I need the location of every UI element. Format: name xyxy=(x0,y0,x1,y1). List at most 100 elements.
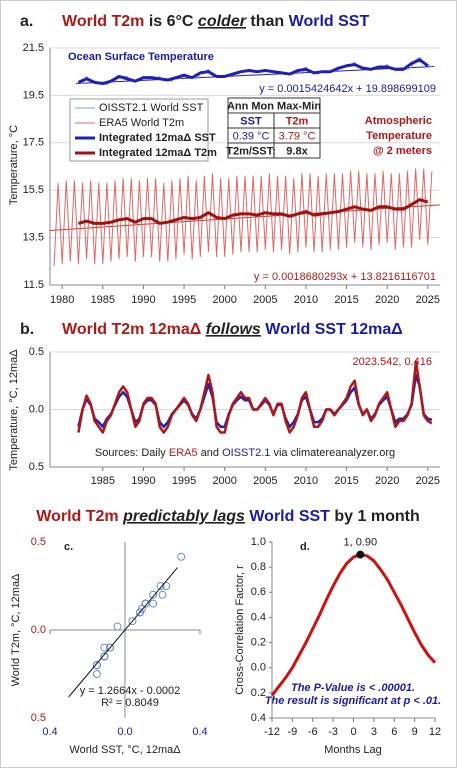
legend-label: OISST2.1 World SST xyxy=(99,102,204,114)
scatter-point xyxy=(100,652,109,661)
x-tick-label: 2010 xyxy=(294,294,318,306)
x-tick-label: 2005 xyxy=(253,475,277,487)
y-tick-label: 0.4 xyxy=(251,611,266,623)
x-tick-label: 2000 xyxy=(212,294,236,306)
x-tick-label: 1985 xyxy=(91,294,115,306)
y-tick-label: 0.2 xyxy=(251,687,266,699)
x-tick-label: 2015 xyxy=(334,475,358,487)
annotation: Temperature xyxy=(366,130,432,142)
title-part: by 1 month xyxy=(334,508,419,525)
sources-part: Sources: Daily xyxy=(95,447,166,459)
x-tick-label: 0.4 xyxy=(192,726,207,738)
title-part: World T2m xyxy=(62,13,144,30)
x-axis-label: World SST, °C, 12maΔ xyxy=(69,744,181,756)
sources-part: OISST2.1 xyxy=(222,447,270,459)
panel-label: a. xyxy=(20,13,33,30)
x-tick-label: 2020 xyxy=(375,475,399,487)
title-part: World SST 12maΔ xyxy=(265,321,402,338)
x-tick-label: 0.0 xyxy=(117,726,132,738)
y-tick-label: 15.5 xyxy=(23,184,44,196)
highlight-label: 1, 0.90 xyxy=(343,536,377,548)
panel-label: b. xyxy=(20,321,34,338)
y-tick-label: 0.8 xyxy=(251,561,266,573)
series-line xyxy=(77,360,433,434)
table-cell: 9.8x xyxy=(286,145,308,157)
y-tick-label: 17.5 xyxy=(23,137,44,149)
y-tick-label: 0.0 xyxy=(29,403,44,415)
x-tick-label: 1990 xyxy=(131,475,155,487)
sources-part: via climatereanalyzer.org xyxy=(273,447,395,459)
x-tick-label: 6 xyxy=(391,726,397,738)
y-tick-label: 21.5 xyxy=(23,42,44,54)
scatter-point xyxy=(149,590,158,599)
r-squared: R² = 0.8049 xyxy=(101,697,159,709)
title-part: follows xyxy=(206,321,261,338)
x-tick-label: 2015 xyxy=(334,294,358,306)
table-cell: 3.79 °C xyxy=(279,130,316,142)
scatter-point xyxy=(162,582,171,590)
scatter-point xyxy=(92,661,101,670)
annotation: @ 2 meters xyxy=(373,145,432,157)
series-line xyxy=(270,553,437,697)
scatter-point xyxy=(141,599,150,608)
y-tick-label: 0.5 xyxy=(29,346,44,358)
y-axis-label: Temperature, °C xyxy=(8,125,20,205)
series-line xyxy=(77,58,429,86)
y-tick-label: 0.0 xyxy=(251,662,266,674)
title-part: World SST xyxy=(249,508,330,525)
x-tick-label: 1985 xyxy=(91,475,115,487)
table-cell: Ann Mon Max-Min xyxy=(227,100,321,112)
table-cell: 0.39 °C xyxy=(233,130,270,142)
highlight-point xyxy=(356,550,365,559)
scatter-point xyxy=(100,643,109,652)
scatter-point xyxy=(136,608,144,617)
x-tick-label: 1995 xyxy=(172,475,196,487)
x-tick-label: -12 xyxy=(264,726,280,738)
x-tick-label: 2010 xyxy=(294,475,318,487)
title-part: World SST xyxy=(289,13,370,30)
scatter-point xyxy=(128,617,137,626)
x-tick-label: 2000 xyxy=(212,475,236,487)
y-axis-label: Cross-Correlation Factor, r xyxy=(234,565,246,695)
x-tick-label: -9 xyxy=(287,726,297,738)
x-tick-label: 3 xyxy=(371,726,377,738)
scatter-point xyxy=(177,552,186,561)
trendline xyxy=(68,567,178,698)
x-tick-label: 1990 xyxy=(131,294,155,306)
x-tick-label: 9 xyxy=(412,726,418,738)
x-tick-label: 2025 xyxy=(416,475,440,487)
x-axis-label: Months Lag xyxy=(324,744,381,756)
annotation: Atmospheric xyxy=(365,115,432,127)
panel-label: c. xyxy=(64,541,73,553)
y-tick-label: 0.5 xyxy=(31,536,46,548)
equation: y = 0.0015424642x + 19.898699109 xyxy=(259,83,436,95)
annotation: 2023.542, 0.416 xyxy=(352,356,432,368)
x-tick-label: 2025 xyxy=(416,294,440,306)
scatter-point xyxy=(106,643,114,652)
table-cell: T2m/SST: xyxy=(226,145,276,157)
sources-part: and xyxy=(201,447,219,459)
table-cell: SST xyxy=(240,115,262,127)
title-part: World T2m 12maΔ xyxy=(62,321,201,338)
note: The result is significant at p < .01. xyxy=(265,695,441,707)
legend-label: ERA5 World T2m xyxy=(99,117,184,129)
y-axis-label: World T2m, °C, 12maΔ xyxy=(10,573,22,686)
table-cell: T2m xyxy=(286,115,309,127)
y-axis-label: Temperature, °C, 12maΔ xyxy=(8,349,20,471)
panel-label: d. xyxy=(300,541,310,553)
x-tick-label: 1980 xyxy=(50,294,74,306)
scatter-point xyxy=(158,590,167,599)
legend-box xyxy=(69,98,209,162)
title-part: than xyxy=(250,13,284,30)
title-part: colder xyxy=(198,13,247,30)
scatter-point xyxy=(113,622,122,631)
equation: y = 1.2664x - 0.0002 xyxy=(80,685,181,697)
y-tick-label: 19.5 xyxy=(23,89,44,101)
x-tick-label: 0 xyxy=(350,726,356,738)
scatter-point xyxy=(92,670,101,678)
y-tick-label: 0.5 xyxy=(29,461,44,473)
annotation: Ocean Surface Temperature xyxy=(68,51,214,63)
x-tick-label: 1995 xyxy=(172,294,196,306)
sources-part: ERA5 xyxy=(169,447,198,459)
